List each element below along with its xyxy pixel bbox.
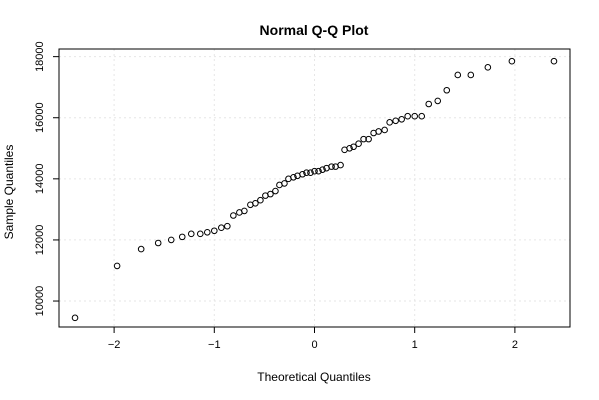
x-tick-label: −2 (108, 339, 121, 351)
x-axis-label: Theoretical Quantiles (257, 370, 370, 384)
y-axis-label: Sample Quantiles (2, 145, 16, 240)
data-point (508, 57, 516, 65)
data-point (272, 187, 279, 195)
data-point (113, 262, 121, 270)
data-points (71, 57, 558, 322)
data-point (303, 169, 310, 177)
data-point (311, 167, 318, 175)
data-point (355, 140, 362, 148)
y-tick-label: 16000 (34, 102, 46, 133)
y-tick-label: 12000 (34, 225, 46, 256)
data-point (290, 174, 297, 181)
data-point (443, 86, 451, 94)
data-point (224, 222, 231, 230)
x-tick-label: 2 (512, 339, 518, 351)
data-point (71, 314, 79, 322)
chart-title: Normal Q-Q Plot (260, 22, 369, 38)
y-tick-label: 14000 (34, 164, 46, 195)
x-tick-label: 0 (311, 339, 317, 351)
data-point (467, 71, 475, 79)
data-point (299, 170, 306, 178)
data-point (411, 112, 418, 120)
data-point (137, 245, 145, 253)
data-point (398, 115, 405, 123)
data-point (241, 207, 248, 215)
data-point (187, 230, 195, 238)
data-point (167, 236, 175, 244)
grid (59, 49, 570, 327)
y-tick-label: 10000 (34, 286, 46, 317)
data-point (218, 224, 225, 232)
data-point (267, 190, 274, 198)
data-point (203, 228, 211, 236)
x-axis: −2 −1 0 1 2 (108, 327, 518, 351)
data-point (315, 167, 322, 175)
x-tick-label: 1 (412, 339, 418, 351)
y-tick-label: 18000 (34, 41, 46, 72)
data-point (392, 117, 399, 125)
data-point (154, 239, 162, 247)
data-point (350, 143, 357, 151)
data-point (252, 199, 259, 207)
x-tick-label: −1 (208, 339, 221, 351)
data-point (418, 112, 426, 120)
data-point (386, 119, 393, 126)
data-point (484, 64, 492, 71)
data-point (425, 100, 433, 108)
data-point (360, 135, 367, 143)
data-point (550, 57, 558, 65)
data-point (365, 135, 372, 143)
data-point (346, 144, 353, 152)
data-point (454, 71, 462, 79)
data-point (434, 97, 442, 105)
data-point (319, 166, 326, 173)
data-point (328, 163, 335, 170)
data-point (196, 230, 204, 238)
data-point (211, 227, 218, 235)
y-axis: 10000 12000 14000 16000 18000 (34, 41, 59, 316)
data-point (404, 112, 411, 120)
data-point (381, 126, 388, 134)
data-point (307, 169, 314, 177)
data-point (337, 161, 344, 169)
data-point (375, 128, 382, 135)
data-point (281, 180, 288, 187)
data-point (257, 196, 264, 204)
data-point (230, 212, 237, 219)
data-point (178, 233, 186, 241)
